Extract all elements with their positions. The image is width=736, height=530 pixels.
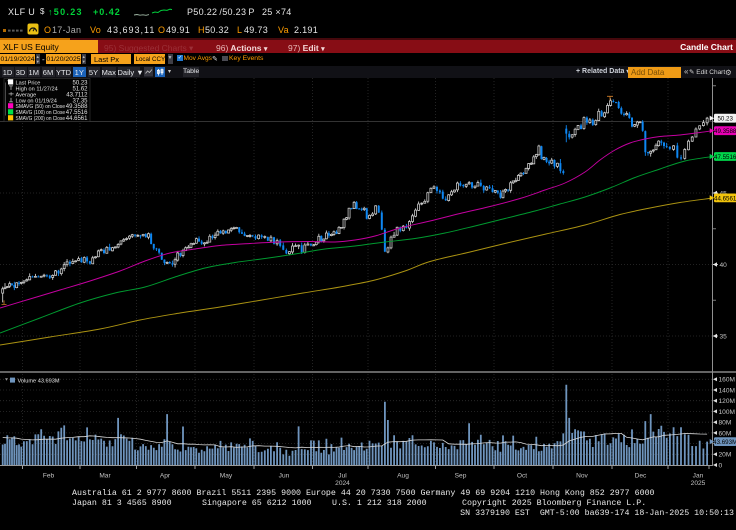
svg-text:47.5516: 47.5516: [714, 154, 736, 161]
svg-text:Mar: Mar: [99, 473, 111, 480]
svg-text:50.23: 50.23: [72, 80, 88, 86]
svg-text:2024: 2024: [335, 480, 350, 487]
svg-text:120M: 120M: [719, 398, 736, 405]
svg-text:Sep: Sep: [455, 473, 467, 480]
svg-text:Apr: Apr: [160, 473, 171, 480]
svg-text:SMAVG (200) on Close: SMAVG (200) on Close: [16, 116, 66, 122]
svg-text:Australia 61 2 9777 8600 Brazi: Australia 61 2 9777 8600 Brazil 5511 239…: [72, 488, 655, 498]
svg-text:49.3588: 49.3588: [714, 128, 736, 135]
svg-text:20M: 20M: [719, 452, 732, 459]
svg-text:Feb: Feb: [43, 473, 55, 480]
svg-text:Volume 43.693M: Volume 43.693M: [18, 379, 60, 385]
svg-text:44.6561: 44.6561: [66, 116, 88, 122]
svg-text:Average: Average: [16, 92, 37, 98]
svg-text:Singapore 65 6212 1000: Singapore 65 6212 1000: [202, 498, 312, 508]
svg-text:Nov: Nov: [576, 473, 588, 480]
svg-text:U.S. 1 212 318 2000: U.S. 1 212 318 2000: [332, 499, 427, 508]
svg-text:50.23: 50.23: [717, 116, 733, 123]
svg-text:Jan: Jan: [693, 473, 704, 480]
svg-text:35: 35: [720, 334, 728, 341]
svg-text:43.693M: 43.693M: [713, 439, 736, 446]
svg-text:60M: 60M: [719, 430, 732, 437]
svg-text:2025: 2025: [691, 480, 706, 487]
svg-text:Jul: Jul: [338, 473, 347, 480]
svg-text:140M: 140M: [719, 387, 736, 394]
svg-text:Low on 01/19/24: Low on 01/19/24: [16, 98, 57, 104]
svg-text:44.6561: 44.6561: [714, 195, 736, 202]
svg-text:47.5516: 47.5516: [66, 110, 88, 116]
svg-text:SN 3379190 EST GMT-5:00 ba639: SN 3379190 EST GMT-5:00 ba639-174 18-Jan…: [460, 508, 734, 518]
svg-text:43.7112: 43.7112: [66, 92, 88, 98]
svg-text:37.35: 37.35: [72, 98, 88, 104]
svg-text:0: 0: [719, 462, 723, 469]
svg-text:May: May: [220, 473, 233, 480]
svg-text:Copyright 2025 Bloomberg Finan: Copyright 2025 Bloomberg Finance L.P.: [462, 498, 646, 508]
svg-text:100M: 100M: [719, 409, 736, 416]
svg-text:40: 40: [720, 262, 728, 269]
svg-text:49.3588: 49.3588: [66, 104, 88, 110]
svg-text:Aug: Aug: [397, 473, 409, 480]
svg-text:Last Price: Last Price: [16, 80, 41, 86]
svg-text:51.62: 51.62: [72, 86, 88, 92]
svg-text:Jun: Jun: [279, 473, 290, 480]
svg-text:SMAVG (100) on Close: SMAVG (100) on Close: [16, 110, 66, 116]
svg-text:80M: 80M: [719, 420, 732, 427]
svg-text:High on 11/27/24: High on 11/27/24: [16, 86, 58, 92]
svg-text:Oct: Oct: [517, 473, 527, 480]
svg-text:Japan 81 3 4565 8900: Japan 81 3 4565 8900: [72, 499, 172, 508]
svg-text:SMAVG (50) on Close: SMAVG (50) on Close: [16, 104, 66, 110]
svg-text:160M: 160M: [719, 377, 736, 384]
svg-text:Dec: Dec: [635, 473, 647, 480]
